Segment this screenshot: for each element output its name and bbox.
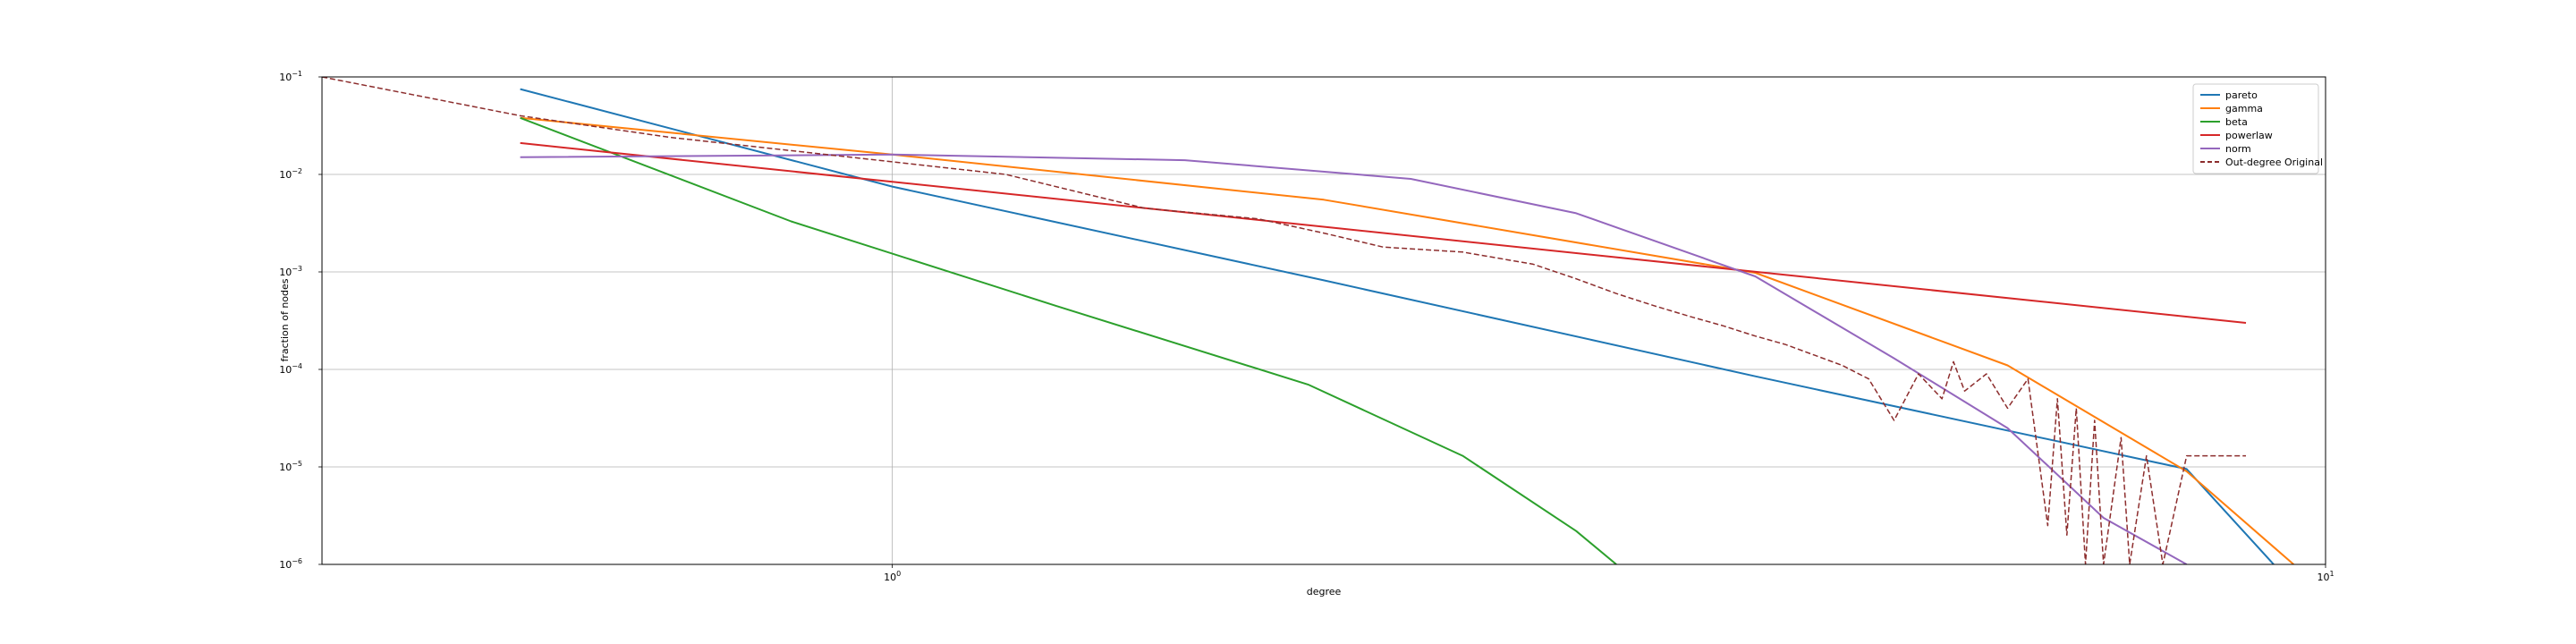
legend-label: pareto (2225, 89, 2258, 101)
y-axis-label: fraction of nodes (279, 278, 291, 361)
series-powerlaw (520, 141, 2247, 324)
plot-area (322, 77, 2294, 564)
legend: pareto gamma beta powerlaw norm Out-degree Or… (2192, 83, 2323, 174)
legend-label: norm (2225, 143, 2251, 155)
legend-box (2192, 83, 2319, 174)
legend-label: gamma (2225, 103, 2263, 114)
series-beta (520, 116, 1617, 564)
series-norm (520, 153, 2188, 564)
x-axis-label: degree (1307, 586, 1342, 597)
legend-label: powerlaw (2225, 130, 2273, 141)
series-out-degree-original (322, 77, 2246, 564)
axes-frame (321, 76, 2326, 565)
legend-label: Out-degree Original (2225, 157, 2323, 168)
legend-label: beta (2225, 116, 2248, 128)
